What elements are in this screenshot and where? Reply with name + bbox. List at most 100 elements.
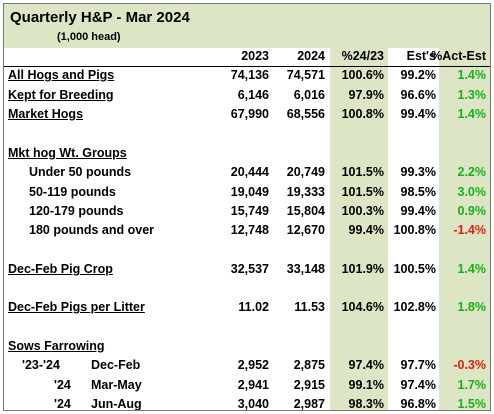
value-pct-change: 101.5% <box>341 165 384 179</box>
value-estimate: 100.8% <box>393 223 436 237</box>
table-row: 180 pounds and over 12,748 12,670 99.4% … <box>4 221 490 239</box>
value-2023: 20,444 <box>230 165 269 179</box>
column-header-2023: 2023 <box>241 49 269 63</box>
value-pct-change: 97.4% <box>348 358 384 372</box>
value-2024: 2,875 <box>293 358 325 372</box>
table-row: Market Hogs 67,990 68,556 100.8% 99.4% 1… <box>4 105 490 123</box>
report-title: Quarterly H&P - Mar 2024 <box>10 9 190 26</box>
value-estimate: 99.3% <box>400 165 436 179</box>
value-2023: 6,146 <box>237 88 269 102</box>
value-pct-change: 100.8% <box>341 107 384 121</box>
value-act-est: 3.0% <box>457 185 487 199</box>
row-label-year: '24 <box>54 397 71 411</box>
table-row: All Hogs and Pigs 74,136 74,571 100.6% 9… <box>4 66 490 84</box>
table-row: 120-179 pounds 15,749 15,804 100.3% 99.4… <box>4 202 490 220</box>
value-pct-change: 101.5% <box>341 185 384 199</box>
value-2023: 32,537 <box>230 262 269 276</box>
value-pct-change: 104.6% <box>341 300 384 314</box>
section-header-row: Sows Farrowing <box>4 337 490 355</box>
value-2024: 33,148 <box>286 262 325 276</box>
value-estimate: 100.5% <box>393 262 436 276</box>
value-2024: 11.53 <box>294 300 325 314</box>
value-pct-change: 99.4% <box>348 223 384 237</box>
highlight-column-act-est <box>439 48 490 410</box>
value-2023: 74,136 <box>230 68 269 82</box>
value-act-est: -1.4% <box>453 223 486 237</box>
column-header-act-est: %Act-Est <box>431 49 486 63</box>
value-2024: 2,987 <box>293 397 325 411</box>
table-row: Kept for Breeding 6,146 6,016 97.9% 96.6… <box>4 86 490 104</box>
row-label: 50-119 pounds <box>29 185 116 199</box>
value-act-est: 1.7% <box>457 378 487 392</box>
value-2023: 3,040 <box>237 397 269 411</box>
row-label: 120-179 pounds <box>29 204 124 218</box>
value-act-est: 1.4% <box>457 262 487 276</box>
value-2024: 2,915 <box>293 378 325 392</box>
value-estimate: 102.8% <box>393 300 436 314</box>
column-header-row: 2023 2024 %24/23 Est's %Act-Est <box>4 47 490 65</box>
value-estimate: 96.6% <box>400 88 436 102</box>
value-act-est: 0.9% <box>457 204 487 218</box>
row-label: Kept for Breeding <box>8 88 114 102</box>
highlight-column-pct-change <box>330 48 388 410</box>
value-2023: 2,941 <box>237 378 269 392</box>
value-2023: 19,049 <box>230 185 269 199</box>
row-label: Dec-Feb Pigs per Litter <box>8 300 145 314</box>
value-2024: 6,016 <box>293 88 325 102</box>
column-header-pct-change: %24/23 <box>341 49 384 63</box>
value-2023: 67,990 <box>230 107 269 121</box>
value-pct-change: 100.6% <box>341 68 384 82</box>
header-divider <box>4 66 490 67</box>
section-header-row: Mkt hog Wt. Groups <box>4 144 490 162</box>
value-2024: 74,571 <box>286 68 325 82</box>
value-act-est: 1.3% <box>457 88 487 102</box>
table-row: 50-119 pounds 19,049 19,333 101.5% 98.5%… <box>4 183 490 201</box>
row-label-period: Jun-Aug <box>91 397 142 411</box>
value-2023: 11.02 <box>238 300 269 314</box>
row-label: 180 pounds and over <box>29 223 155 237</box>
value-estimate: 96.8% <box>400 397 436 411</box>
row-label: All Hogs and Pigs <box>8 68 115 82</box>
row-label-period: Dec-Feb <box>91 358 141 372</box>
report-subtitle: (1,000 head) <box>57 31 121 43</box>
value-act-est: 1.8% <box>457 300 487 314</box>
value-estimate: 99.4% <box>400 107 436 121</box>
row-label: Market Hogs <box>8 107 84 121</box>
value-pct-change: 97.9% <box>348 88 384 102</box>
value-estimate: 98.5% <box>400 185 436 199</box>
value-act-est: 2.2% <box>457 165 487 179</box>
value-2023: 12,748 <box>230 223 269 237</box>
section-label: Mkt hog Wt. Groups <box>8 146 127 160</box>
table-row: '24 Jun-Aug 3,040 2,987 98.3% 96.8% 1.5% <box>4 395 490 411</box>
value-act-est: 1.4% <box>457 68 487 82</box>
value-pct-change: 100.3% <box>341 204 384 218</box>
column-header-2024: 2024 <box>297 49 325 63</box>
value-pct-change: 99.1% <box>348 378 384 392</box>
row-label-year: '23-'24 <box>22 358 60 372</box>
value-pct-change: 101.9% <box>341 262 384 276</box>
value-estimate: 99.4% <box>400 204 436 218</box>
value-2024: 68,556 <box>286 107 325 121</box>
section-label: Sows Farrowing <box>8 339 105 353</box>
value-estimate: 99.2% <box>400 68 436 82</box>
table-row: Under 50 pounds 20,444 20,749 101.5% 99.… <box>4 163 490 181</box>
value-act-est: 1.5% <box>457 397 487 411</box>
column-header-estimates: Est's <box>406 49 436 63</box>
value-2023: 2,952 <box>237 358 269 372</box>
row-label-period: Mar-May <box>91 378 142 392</box>
value-2023: 15,749 <box>230 204 269 218</box>
row-label: Under 50 pounds <box>29 165 132 179</box>
title-band <box>4 4 490 48</box>
value-estimate: 97.4% <box>400 378 436 392</box>
value-act-est: 1.4% <box>457 107 487 121</box>
table-row: Dec-Feb Pig Crop 32,537 33,148 101.9% 10… <box>4 260 490 278</box>
row-label: Dec-Feb Pig Crop <box>8 262 113 276</box>
spreadsheet-table: Quarterly H&P - Mar 2024 (1,000 head) 20… <box>3 3 491 411</box>
table-row: '23-'24 Dec-Feb 2,952 2,875 97.4% 97.7% … <box>4 356 490 374</box>
value-act-est: -0.3% <box>453 358 486 372</box>
value-2024: 19,333 <box>286 185 325 199</box>
value-2024: 20,749 <box>286 165 325 179</box>
value-2024: 12,670 <box>286 223 325 237</box>
row-label-year: '24 <box>54 378 71 392</box>
value-2024: 15,804 <box>286 204 325 218</box>
